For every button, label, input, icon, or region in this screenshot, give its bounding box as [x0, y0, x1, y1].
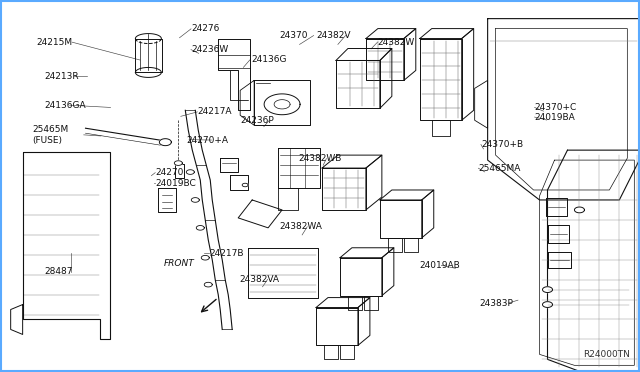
Text: 24270+A: 24270+A	[186, 135, 228, 145]
Polygon shape	[240, 80, 254, 125]
Text: 25465MA: 25465MA	[478, 164, 521, 173]
Text: 24136G: 24136G	[251, 55, 287, 64]
Text: 24136GA: 24136GA	[44, 101, 86, 110]
Polygon shape	[174, 161, 182, 166]
Text: 24217B: 24217B	[209, 249, 243, 258]
Polygon shape	[175, 164, 184, 178]
Polygon shape	[575, 207, 584, 213]
Polygon shape	[547, 252, 572, 268]
Polygon shape	[540, 160, 634, 365]
Polygon shape	[380, 48, 392, 108]
Polygon shape	[11, 305, 22, 334]
Polygon shape	[388, 238, 402, 252]
Polygon shape	[336, 48, 392, 61]
Text: 24370+C: 24370+C	[534, 103, 577, 112]
Polygon shape	[278, 188, 298, 210]
Text: 24215M: 24215M	[36, 38, 72, 47]
Polygon shape	[201, 256, 209, 260]
Polygon shape	[322, 168, 366, 210]
Text: 24217A: 24217A	[197, 108, 232, 116]
Polygon shape	[404, 29, 416, 80]
Text: 24213R: 24213R	[44, 72, 79, 81]
Text: 24276: 24276	[191, 24, 220, 33]
Polygon shape	[495, 29, 627, 190]
Polygon shape	[191, 198, 199, 202]
Polygon shape	[543, 287, 552, 292]
Polygon shape	[340, 258, 382, 296]
Polygon shape	[322, 155, 382, 168]
Polygon shape	[547, 150, 639, 371]
Text: 24370: 24370	[279, 31, 308, 40]
Polygon shape	[348, 296, 362, 310]
Text: 24370+B: 24370+B	[481, 140, 523, 149]
Polygon shape	[218, 39, 250, 110]
Polygon shape	[358, 298, 370, 346]
Polygon shape	[380, 190, 434, 200]
Text: 24382WA: 24382WA	[279, 222, 322, 231]
Polygon shape	[475, 80, 488, 128]
Polygon shape	[204, 282, 212, 287]
Polygon shape	[432, 120, 450, 136]
Polygon shape	[366, 155, 382, 210]
Polygon shape	[278, 148, 320, 188]
Polygon shape	[220, 158, 238, 172]
Text: 24019AB: 24019AB	[420, 261, 460, 270]
Polygon shape	[380, 200, 422, 238]
Polygon shape	[254, 80, 310, 125]
Polygon shape	[420, 29, 474, 39]
Polygon shape	[159, 139, 172, 145]
Text: 24382W: 24382W	[378, 38, 415, 47]
Polygon shape	[316, 298, 370, 308]
Text: FRONT: FRONT	[164, 259, 195, 267]
Polygon shape	[422, 190, 434, 238]
Polygon shape	[545, 198, 568, 216]
Polygon shape	[340, 248, 394, 258]
Polygon shape	[404, 238, 418, 252]
Polygon shape	[22, 152, 111, 339]
Polygon shape	[242, 183, 248, 187]
Polygon shape	[420, 39, 461, 120]
Polygon shape	[248, 248, 318, 298]
Polygon shape	[238, 200, 282, 228]
Polygon shape	[488, 19, 639, 200]
Polygon shape	[543, 302, 552, 307]
Text: 24270: 24270	[156, 168, 184, 177]
Text: 24019BA: 24019BA	[534, 113, 575, 122]
Text: R24000TN: R24000TN	[583, 350, 630, 359]
Text: 28487: 28487	[44, 267, 72, 276]
Text: 24382VA: 24382VA	[239, 275, 280, 284]
Polygon shape	[316, 308, 358, 346]
Text: 24383P: 24383P	[479, 299, 513, 308]
Polygon shape	[230, 175, 248, 190]
Polygon shape	[196, 225, 204, 230]
Polygon shape	[366, 29, 416, 39]
Text: 24236P: 24236P	[241, 116, 275, 125]
Text: 25465M
(FUSE): 25465M (FUSE)	[33, 125, 69, 145]
Polygon shape	[366, 39, 404, 80]
Text: 24382WB: 24382WB	[298, 154, 342, 163]
Text: 24019BC: 24019BC	[156, 179, 196, 187]
Text: 24382V: 24382V	[316, 31, 351, 40]
Polygon shape	[364, 296, 378, 310]
Polygon shape	[340, 346, 354, 359]
Polygon shape	[547, 225, 570, 243]
Polygon shape	[186, 170, 195, 174]
Polygon shape	[136, 39, 163, 73]
Polygon shape	[274, 100, 290, 109]
Polygon shape	[324, 346, 338, 359]
Polygon shape	[158, 188, 176, 212]
Polygon shape	[382, 248, 394, 296]
Polygon shape	[336, 61, 380, 108]
Text: 24236W: 24236W	[191, 45, 228, 54]
Polygon shape	[264, 94, 300, 115]
Polygon shape	[461, 29, 474, 120]
